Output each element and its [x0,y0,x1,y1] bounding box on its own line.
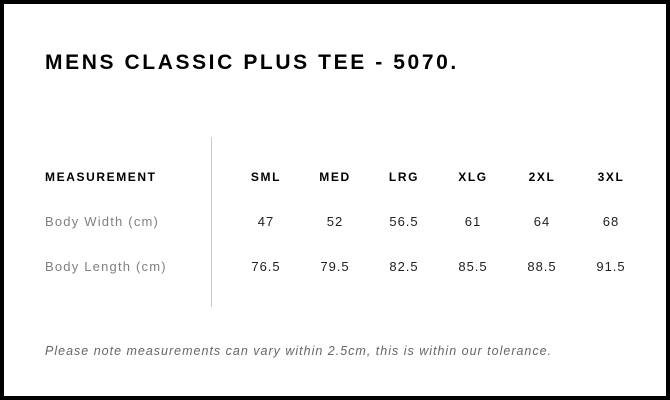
tolerance-note: Please note measurements can vary within… [45,344,553,358]
table-cell: 64 [533,214,551,229]
size-header: LRG [388,170,420,184]
table-cell: 76.5 [251,259,281,274]
size-header: MED [319,170,351,184]
table-cell: 56.5 [389,214,419,229]
table-cell: 88.5 [527,259,557,274]
size-header: SML [250,170,282,184]
measurement-header: MEASUREMENT [45,170,157,184]
table-cell: 82.5 [389,259,419,274]
table-cell: 68 [602,214,620,229]
row-label: Body Length (cm) [45,259,167,274]
table-cell: 91.5 [596,259,626,274]
table-cell: 79.5 [320,259,350,274]
table-cell: 47 [257,214,275,229]
size-header: 2XL [528,170,556,184]
table-cell: 52 [326,214,344,229]
row-label: Body Width (cm) [45,214,160,229]
column-divider [211,137,212,307]
table-cell: 61 [464,214,482,229]
page-title: MENS CLASSIC PLUS TEE - 5070. [45,51,459,74]
size-header: 3XL [597,170,625,184]
size-header: XLG [458,170,488,184]
table-cell: 85.5 [458,259,488,274]
